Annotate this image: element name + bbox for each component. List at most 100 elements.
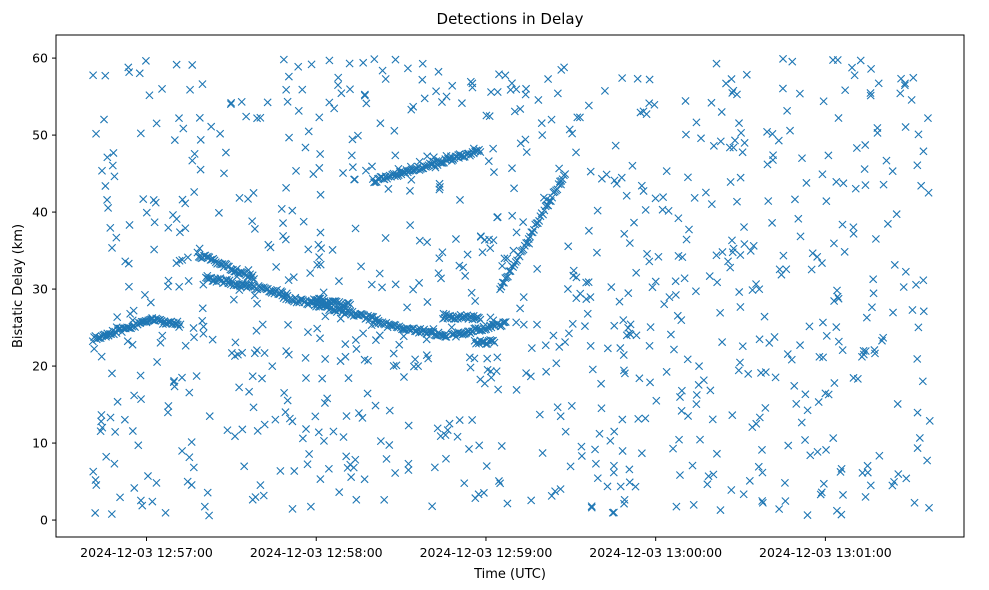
data-point	[441, 454, 450, 463]
data-point	[692, 390, 701, 399]
data-point	[522, 148, 531, 157]
data-point	[616, 482, 625, 491]
data-point	[850, 71, 859, 80]
data-point	[334, 81, 342, 90]
data-point	[748, 423, 757, 432]
data-point	[677, 406, 686, 415]
data-point	[175, 323, 184, 332]
data-point	[303, 328, 312, 337]
data-point	[634, 414, 643, 423]
data-point	[659, 193, 668, 202]
data-point	[187, 438, 196, 447]
data-point	[493, 353, 502, 362]
data-point	[637, 181, 646, 190]
data-point	[915, 433, 924, 442]
data-point	[318, 374, 327, 383]
data-point	[485, 112, 494, 121]
data-point	[406, 221, 415, 230]
data-point	[768, 156, 777, 165]
data-point	[706, 386, 715, 395]
x-tick-label: 2024-12-03 13:00:00	[589, 545, 722, 560]
data-point	[617, 173, 626, 182]
data-point	[516, 139, 525, 148]
data-point	[692, 118, 701, 127]
data-point	[158, 84, 167, 93]
data-point	[819, 479, 828, 488]
data-point	[420, 325, 429, 334]
data-point	[164, 401, 173, 410]
data-point	[849, 229, 858, 238]
data-point	[357, 262, 366, 271]
data-point	[625, 478, 634, 487]
data-point	[674, 214, 683, 223]
data-point	[888, 481, 897, 490]
data-point	[110, 459, 119, 468]
data-point	[704, 472, 713, 481]
data-point	[651, 277, 660, 286]
data-point	[760, 312, 769, 321]
data-point	[616, 344, 625, 353]
data-point	[882, 156, 891, 165]
data-point	[910, 498, 919, 507]
data-point	[348, 163, 357, 172]
data-point	[609, 508, 618, 517]
data-point	[819, 97, 828, 106]
data-point	[503, 499, 512, 508]
data-point	[630, 218, 638, 227]
data-point	[709, 470, 718, 479]
data-point	[713, 278, 722, 287]
data-point	[233, 350, 242, 359]
data-point	[526, 232, 535, 241]
data-point	[391, 55, 400, 64]
data-point	[821, 389, 830, 398]
data-point	[790, 381, 799, 390]
data-point	[399, 332, 408, 341]
data-point	[818, 318, 827, 327]
data-point	[761, 403, 770, 412]
data-point	[108, 161, 117, 170]
data-point	[272, 262, 281, 271]
data-point	[632, 268, 641, 277]
data-point	[897, 74, 906, 83]
data-point	[351, 455, 360, 464]
data-point	[580, 322, 589, 331]
data-point	[871, 234, 880, 243]
data-point	[175, 228, 184, 237]
data-point	[113, 397, 122, 406]
data-point	[592, 248, 601, 257]
data-point	[109, 148, 118, 157]
data-point	[371, 336, 380, 345]
data-point	[749, 241, 758, 250]
data-point	[595, 429, 604, 438]
data-point	[461, 271, 470, 280]
data-point	[292, 166, 301, 175]
data-point	[501, 71, 510, 80]
data-point	[650, 100, 659, 109]
data-point	[665, 293, 674, 302]
data-point	[89, 467, 98, 476]
data-point	[302, 425, 311, 434]
data-point	[407, 105, 416, 114]
data-point	[389, 362, 398, 370]
data-point	[434, 269, 443, 278]
data-point	[474, 490, 483, 499]
data-point	[692, 400, 701, 409]
y-tick-label: 60	[32, 51, 48, 66]
data-point	[658, 205, 667, 214]
data-point	[403, 303, 412, 312]
data-point	[683, 355, 692, 364]
data-point	[584, 226, 593, 235]
data-point	[572, 148, 581, 157]
data-point	[284, 276, 293, 285]
data-point	[98, 423, 107, 432]
data-point	[438, 159, 447, 168]
data-point	[237, 97, 246, 106]
data-point	[367, 280, 376, 289]
data-point	[696, 435, 705, 444]
data-point	[909, 73, 918, 82]
data-point	[851, 184, 860, 193]
data-point	[124, 63, 133, 72]
data-point	[641, 205, 650, 214]
data-point	[101, 71, 110, 80]
data-point	[899, 283, 908, 292]
